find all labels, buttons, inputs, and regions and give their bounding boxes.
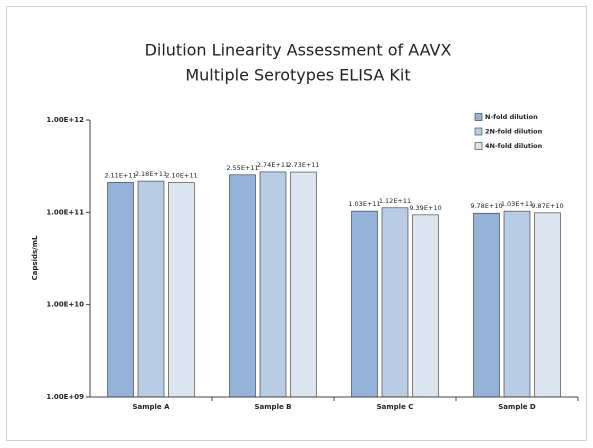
x-tick-label: Sample A <box>132 403 170 411</box>
bar <box>381 207 409 398</box>
x-tick-label: Sample C <box>377 403 414 411</box>
bar <box>473 212 500 398</box>
legend-label: 4N-fold dilution <box>485 142 543 150</box>
value-label: 2.74E+11 <box>257 161 289 169</box>
value-label: 2.18E+11 <box>135 170 167 178</box>
bar <box>107 182 134 398</box>
value-label: 9.87E+10 <box>531 202 563 210</box>
y-axis-label: Capsids/mL <box>31 235 39 280</box>
value-label: 9.39E+10 <box>409 204 441 212</box>
legend-label: N-fold dilution <box>485 113 538 121</box>
legend-swatch <box>474 113 483 121</box>
legend-label: 2N-fold dilution <box>485 128 543 136</box>
x-tick-label: Sample D <box>498 403 536 411</box>
value-label: 1.12E+11 <box>379 197 411 205</box>
value-label: 2.73E+11 <box>287 161 319 169</box>
bar <box>503 210 531 398</box>
legend-swatch <box>474 127 483 136</box>
bar <box>351 210 378 398</box>
x-tick-label: Sample B <box>255 403 292 411</box>
bar <box>290 171 317 398</box>
value-label: 2.10E+11 <box>165 172 197 180</box>
legend-swatch <box>474 142 483 150</box>
bar <box>534 212 561 398</box>
value-label: 9.78E+10 <box>470 202 502 210</box>
chart-title: Dilution Linearity Assessment of AAVX <box>145 41 452 60</box>
bar <box>412 214 439 398</box>
value-label: 1.03E+11 <box>501 200 533 208</box>
bar <box>168 182 195 398</box>
y-tick-label: 1.00E+10 <box>46 301 84 309</box>
bar <box>259 171 287 398</box>
value-label: 1.03E+11 <box>348 200 380 208</box>
y-tick-label: 1.00E+12 <box>46 116 84 124</box>
value-label: 2.55E+11 <box>226 164 258 172</box>
y-tick-label: 1.00E+09 <box>46 393 84 401</box>
chart-title: Multiple Serotypes ELISA Kit <box>185 66 410 85</box>
bar <box>137 180 165 398</box>
bar <box>229 174 256 398</box>
value-label: 2.11E+11 <box>104 171 136 179</box>
y-tick-label: 1.00E+11 <box>46 208 84 216</box>
